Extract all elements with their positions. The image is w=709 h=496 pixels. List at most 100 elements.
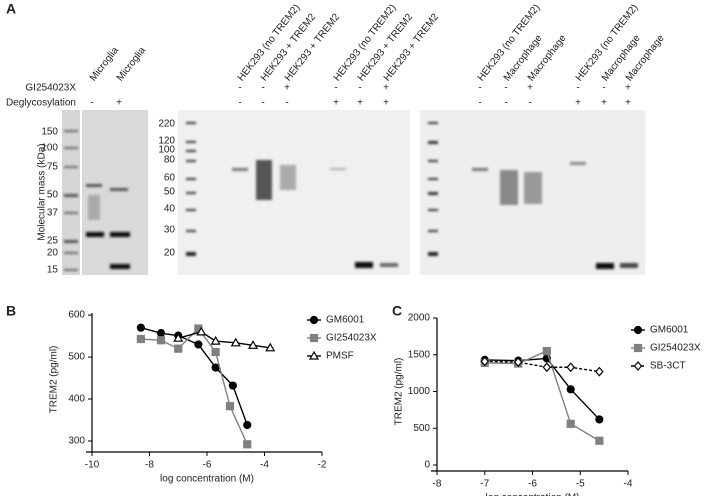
sign: + — [625, 83, 631, 94]
axis-line — [86, 313, 322, 453]
sign: - — [285, 98, 288, 109]
point — [156, 329, 166, 338]
y-tick-label: 400 — [68, 394, 85, 405]
sign: - — [238, 98, 241, 109]
x-tick-label: -8 — [433, 479, 442, 490]
sign: + — [383, 98, 389, 109]
point — [247, 340, 259, 349]
panel-label: A — [6, 1, 16, 17]
sign: + — [527, 83, 533, 94]
point — [211, 363, 220, 372]
marker-label: 60 — [164, 173, 176, 184]
point — [595, 366, 604, 377]
legend-label: GI254023X — [650, 343, 701, 354]
sign: - — [478, 83, 481, 94]
marker-label: 50 — [47, 190, 59, 201]
bands — [64, 122, 638, 271]
sign: + — [383, 83, 389, 94]
marker-label: 15 — [47, 265, 59, 276]
marker-label: 100 — [158, 145, 175, 156]
point — [595, 415, 604, 424]
point — [211, 347, 220, 357]
marker-label: 50 — [164, 187, 176, 198]
row-label: GI254023X — [25, 83, 76, 94]
sign: - — [478, 98, 481, 109]
point — [156, 336, 166, 345]
y-tick-label: 2000 — [408, 313, 431, 324]
point — [196, 326, 207, 336]
point — [566, 419, 575, 428]
point — [225, 402, 235, 411]
x-tick-label: -4 — [624, 479, 633, 490]
sign: + — [333, 98, 339, 109]
fit-line — [484, 350, 600, 442]
point — [513, 357, 523, 368]
marker-label: 75 — [47, 162, 59, 173]
sign: + — [601, 98, 607, 109]
marker-label: 20 — [47, 248, 59, 259]
point — [136, 334, 145, 344]
x-tick-label: -8 — [145, 460, 154, 471]
y-axis-label: TREM2 (pg/ml) — [394, 358, 405, 426]
y-tick-label: 500 — [68, 352, 85, 363]
x-axis-label: log concentration (M) — [160, 474, 254, 485]
marker-label: 150 — [41, 127, 58, 138]
fit-line — [484, 357, 600, 420]
legend-label: SB-3CT — [650, 361, 686, 372]
x-axis-label: log concentration (M) — [486, 493, 580, 496]
sign: - — [528, 98, 531, 109]
point — [136, 323, 145, 332]
y-tick-label: 500 — [413, 423, 430, 434]
sign: - — [261, 98, 264, 109]
point — [230, 337, 241, 347]
y-tick-label: 300 — [68, 436, 85, 447]
row-label: Deglycosylation — [6, 98, 76, 109]
sign: - — [576, 83, 579, 94]
y-axis-label: TREM2 (pg/ml) — [49, 346, 60, 414]
marker-label: 25 — [47, 236, 59, 247]
gel — [178, 110, 410, 275]
sign: + — [284, 83, 290, 94]
point — [194, 340, 203, 349]
point — [595, 436, 604, 445]
x-tick-label: -7 — [480, 479, 489, 490]
point — [174, 344, 183, 353]
x-tick-label: -6 — [203, 460, 212, 471]
point — [243, 420, 252, 430]
point — [243, 440, 252, 449]
sign: - — [602, 83, 605, 94]
sign: - — [238, 83, 241, 94]
y-tick-label: 0 — [424, 460, 430, 471]
marker-label: 100 — [41, 143, 58, 154]
point — [228, 381, 237, 390]
legend-label: GI254023X — [326, 333, 377, 344]
panel-label: C — [392, 303, 402, 319]
point — [265, 342, 276, 352]
legend-marker — [633, 343, 643, 353]
fit-line — [178, 331, 271, 349]
axis-line — [431, 318, 628, 472]
legend-label: GM6001 — [650, 325, 689, 336]
point — [480, 356, 490, 367]
sign: + — [575, 98, 581, 109]
marker-label: 220 — [158, 119, 175, 130]
marker-label: 40 — [164, 204, 176, 215]
legend-marker — [308, 350, 320, 360]
x-tick-label: -5 — [576, 479, 585, 490]
point — [542, 346, 551, 356]
sign: - — [90, 98, 93, 109]
sign: - — [334, 83, 337, 94]
marker-label: 80 — [164, 155, 176, 166]
marker-label: 30 — [164, 225, 176, 236]
sign: - — [504, 98, 507, 109]
point — [542, 362, 552, 373]
y-tick-label: 600 — [68, 310, 85, 321]
mass-axis-label: Molecular mass (kDa) — [37, 143, 48, 240]
sign: + — [116, 98, 122, 109]
panel-label: B — [6, 303, 16, 319]
legend-label: PMSF — [326, 351, 354, 362]
sign: - — [261, 83, 264, 94]
sign: - — [358, 83, 361, 94]
legend-marker — [309, 315, 319, 325]
